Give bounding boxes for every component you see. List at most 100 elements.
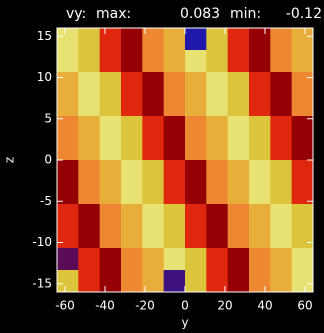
heatmap-cell: [57, 248, 79, 271]
heatmap-cell: [185, 94, 207, 117]
heatmap-cell: [249, 226, 271, 249]
heatmap-cell: [206, 182, 229, 205]
heatmap-cell: [163, 28, 186, 51]
heatmap-cell: [227, 72, 250, 95]
heatmap-cell: [121, 72, 143, 95]
heatmap-cell: [185, 72, 207, 95]
heatmap-cell: [291, 160, 314, 183]
heatmap-cell: [121, 248, 143, 271]
heatmap-cell: [99, 138, 122, 161]
heatmap-cell: [142, 116, 165, 139]
heatmap-cell: [142, 160, 165, 183]
heatmap-cell: [270, 50, 293, 73]
heatmap-cell: [270, 182, 293, 205]
heatmap-cell: [227, 116, 250, 139]
heatmap-cell: [57, 182, 79, 205]
heatmap-cell: [57, 160, 79, 183]
heatmap-cell: [142, 270, 165, 293]
heatmap-cell: [57, 28, 79, 51]
y-tick-label: 5: [44, 111, 52, 125]
heatmap-cell: [291, 94, 314, 117]
heatmap-cell: [163, 182, 186, 205]
heatmap-cell: [121, 160, 143, 183]
heatmap-cell: [99, 160, 122, 183]
heatmap-cell: [291, 72, 314, 95]
heatmap-cell: [78, 28, 101, 51]
max-label: max:: [96, 6, 131, 22]
heatmap-cell: [206, 270, 229, 293]
heatmap-cell: [291, 116, 314, 139]
heatmap-cell: [78, 182, 101, 205]
heatmap-cell: [78, 138, 101, 161]
heatmap-cell: [249, 50, 271, 73]
heatmap-cell: [270, 116, 293, 139]
heatmap-cell: [78, 248, 101, 271]
heatmap-cell: [206, 138, 229, 161]
heatmap-cell: [57, 94, 79, 117]
heatmap-cell: [270, 204, 293, 227]
heatmap-cell: [227, 28, 250, 51]
heatmap-cell: [227, 50, 250, 73]
y-tick-label: -15: [32, 276, 52, 290]
heatmap-cell: [270, 226, 293, 249]
heatmap-cell: [291, 270, 314, 293]
y-tick-label: -5: [40, 194, 52, 208]
heatmap-cell: [227, 204, 250, 227]
heatmap-cell: [249, 160, 271, 183]
x-tick-label: 0: [181, 299, 189, 313]
heatmap-cell: [206, 204, 229, 227]
heatmap-cell: [227, 248, 250, 271]
heatmap-cell: [57, 204, 79, 227]
heatmap-cell: [249, 138, 271, 161]
y-tick-label: 0: [44, 153, 52, 167]
heatmap-cell: [291, 248, 314, 271]
heatmap-cell: [185, 116, 207, 139]
heatmap-cell: [57, 138, 79, 161]
x-tick-label: 40: [257, 299, 272, 313]
heatmap-cell: [163, 160, 186, 183]
heatmap-cell: [249, 28, 271, 51]
heatmap-cell: [121, 182, 143, 205]
y-axis-label: z: [3, 157, 17, 163]
heatmap-cell: [185, 138, 207, 161]
heatmap-cell: [121, 270, 143, 293]
heatmap-cell: [249, 72, 271, 95]
heatmap-cell: [78, 72, 101, 95]
x-tick-label: 60: [297, 299, 312, 313]
heatmap-cell: [121, 226, 143, 249]
x-tick-label: -60: [55, 299, 75, 313]
heatmap-cell: [57, 226, 79, 249]
heatmap-cell: [249, 116, 271, 139]
heatmap-cell: [163, 226, 186, 249]
heatmap-cell: [121, 94, 143, 117]
heatmap-cell: [185, 160, 207, 183]
heatmap-cell: [57, 270, 79, 293]
x-tick-label: -20: [135, 299, 155, 313]
heatmap-cell: [163, 138, 186, 161]
heatmap-cell: [185, 226, 207, 249]
heatmap-cell: [185, 248, 207, 271]
heatmap-cell: [121, 50, 143, 73]
heatmap-cell: [142, 50, 165, 73]
heatmap-cell: [291, 50, 314, 73]
heatmap-cell: [163, 204, 186, 227]
heatmap-cell: [185, 270, 207, 293]
heatmap-cell: [57, 72, 79, 95]
heatmap-cell: [227, 94, 250, 117]
y-tick-label: 15: [37, 29, 52, 43]
max-value: 0.083: [180, 6, 220, 22]
heatmap-cell: [121, 28, 143, 51]
heatmap-cell: [99, 72, 122, 95]
heatmap-cell: [78, 270, 101, 293]
heatmap-cell: [142, 72, 165, 95]
heatmap-cell: [121, 138, 143, 161]
heatmap-cell: [270, 160, 293, 183]
heatmap-cell: [57, 50, 79, 73]
heatmap-field: [57, 28, 314, 293]
x-tick-label: -40: [95, 299, 115, 313]
min-label: min:: [230, 6, 261, 22]
heatmap-cell: [99, 116, 122, 139]
heatmap-cell: [291, 226, 314, 249]
heatmap-cell: [270, 94, 293, 117]
